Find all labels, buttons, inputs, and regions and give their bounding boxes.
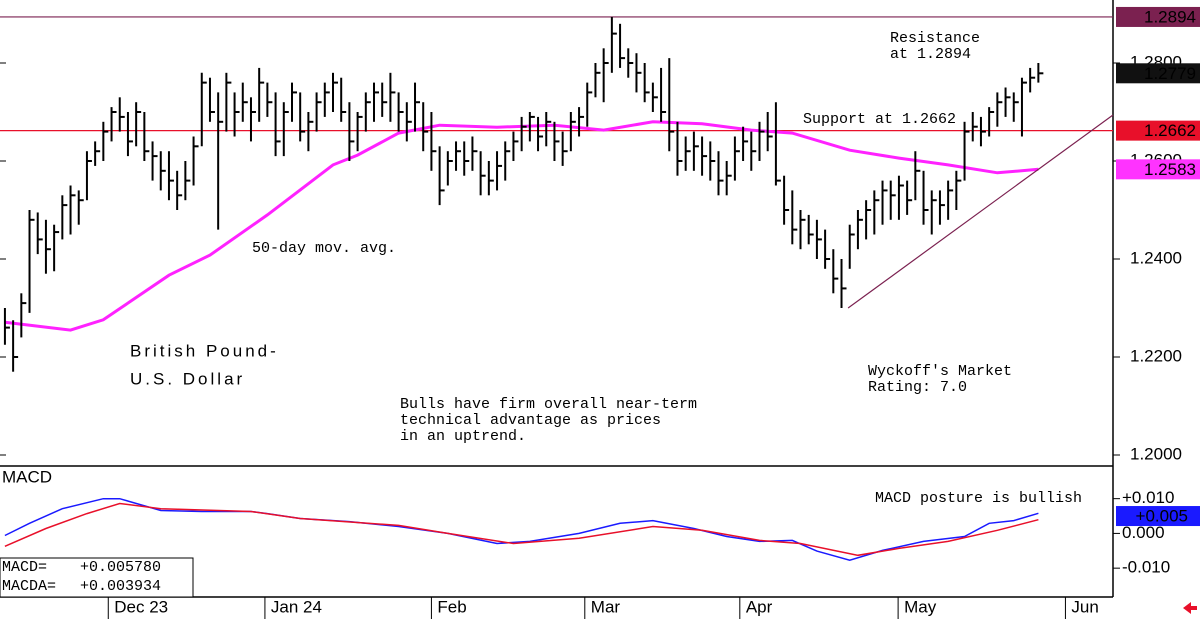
readout-name: MACD= bbox=[2, 559, 47, 576]
series-label: 50-day mov. avg. bbox=[252, 240, 396, 257]
readout-name: MACDA= bbox=[2, 578, 56, 595]
price-marker-label: 1.2583 bbox=[1144, 160, 1196, 179]
annotation: Bulls have firm overall near-term bbox=[400, 396, 697, 413]
arrow-icon bbox=[1183, 602, 1197, 614]
x-tick-label: Jun bbox=[1071, 597, 1098, 616]
x-tick-label: Dec 23 bbox=[114, 597, 168, 616]
price-marker-label: 1.2894 bbox=[1144, 7, 1196, 26]
y-tick-label: 1.2000 bbox=[1130, 444, 1182, 463]
y-tick-label: 0.000 bbox=[1122, 523, 1165, 542]
level-label: Support at 1.2662 bbox=[803, 111, 956, 128]
level-label: at 1.2894 bbox=[890, 46, 971, 63]
macd-marker-label: +0.005 bbox=[1136, 507, 1188, 526]
x-tick-label: Feb bbox=[437, 597, 466, 616]
annotation: technical advantage as prices bbox=[400, 412, 661, 429]
annotation: Rating: 7.0 bbox=[868, 379, 967, 396]
macd-marker bbox=[1116, 506, 1200, 527]
readout-box bbox=[0, 557, 194, 598]
readout-value: +0.003934 bbox=[80, 578, 161, 595]
annotation: in an uptrend. bbox=[400, 428, 526, 445]
level-label: Resistance bbox=[890, 30, 980, 47]
annotation: Wyckoff's Market bbox=[868, 363, 1012, 380]
macd-line bbox=[4, 502, 1039, 557]
chart-title: U.S. Dollar bbox=[130, 369, 245, 388]
x-tick-label: May bbox=[904, 597, 937, 616]
y-tick-label: 1.2400 bbox=[1130, 248, 1182, 267]
price-marker bbox=[1116, 63, 1200, 84]
price-marker bbox=[1116, 120, 1200, 141]
x-tick-label: Apr bbox=[746, 597, 773, 616]
trendline bbox=[847, 114, 1114, 309]
price-marker-label: 1.2779 bbox=[1144, 64, 1196, 83]
price-marker bbox=[1116, 6, 1200, 27]
y-tick-label: 1.2200 bbox=[1130, 346, 1182, 365]
panel-note: MACD posture is bullish bbox=[875, 490, 1082, 507]
moving-average bbox=[4, 120, 1039, 332]
x-tick-label: Mar bbox=[591, 597, 621, 616]
price-marker bbox=[1116, 159, 1200, 180]
price-marker-label: 1.2662 bbox=[1144, 121, 1196, 140]
x-tick-label: Jan 24 bbox=[271, 597, 322, 616]
readout-value: +0.005780 bbox=[80, 559, 161, 576]
panel-title: MACD bbox=[2, 467, 52, 486]
y-tick-label: -0.010 bbox=[1122, 558, 1170, 577]
chart-title: British Pound- bbox=[130, 341, 279, 360]
y-tick-label: +0.010 bbox=[1122, 488, 1174, 507]
